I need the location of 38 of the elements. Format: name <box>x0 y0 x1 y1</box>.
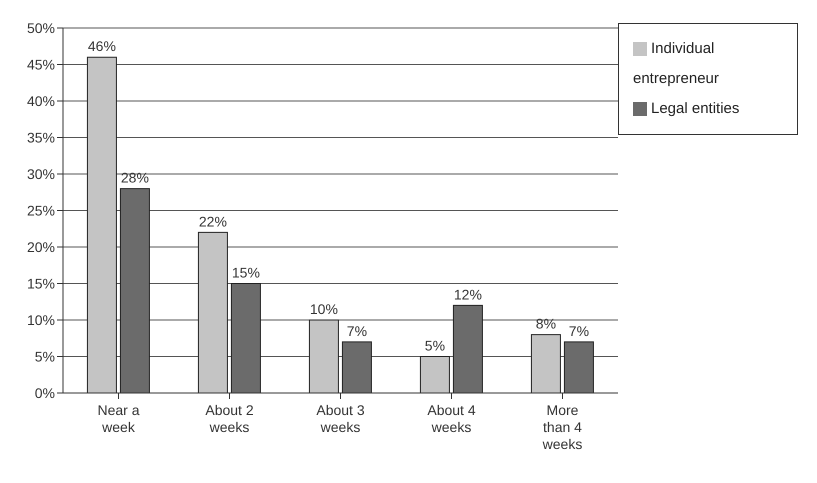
legend-label: Individual entrepreneur <box>633 40 719 87</box>
y-tick-label: 25% <box>26 202 55 218</box>
x-tick-label: About 2 weeks <box>205 402 254 435</box>
y-tick-label: 20% <box>26 238 55 255</box>
y-tick-label: 30% <box>26 166 55 182</box>
data-label: 46% <box>88 38 116 54</box>
legend-label: Legal entities <box>651 100 740 117</box>
data-label: 22% <box>198 213 227 230</box>
bar <box>86 56 117 393</box>
bar <box>308 320 339 393</box>
bar <box>198 232 228 393</box>
y-tick-label: 45% <box>26 56 55 72</box>
y-tick-label: 10% <box>26 312 55 328</box>
y-tick-label: 0% <box>34 384 55 401</box>
data-label: 8% <box>536 316 556 332</box>
bar <box>452 304 483 393</box>
data-label: 28% <box>120 170 149 186</box>
bar <box>530 334 561 393</box>
y-tick-label: 40% <box>26 92 55 109</box>
data-label: 7% <box>346 322 368 339</box>
x-tick-label: Near a week <box>97 402 140 435</box>
x-tick-label: About 3 weeks <box>316 402 365 435</box>
bar <box>230 283 261 393</box>
bar <box>120 188 150 393</box>
y-tick-label: 15% <box>26 275 55 292</box>
x-tick-label: About 4 weeks <box>427 402 476 435</box>
y-tick-label: 35% <box>26 129 55 146</box>
data-label: 10% <box>310 301 338 317</box>
data-label: 15% <box>232 264 260 280</box>
bar <box>342 341 372 393</box>
y-tick-label: 5% <box>34 348 55 364</box>
bar <box>420 356 450 393</box>
bar <box>564 341 594 393</box>
data-label: 5% <box>424 338 446 354</box>
y-tick-label: 50% <box>26 20 55 36</box>
x-tick-label: More than 4 weeks <box>542 402 582 452</box>
data-label: 12% <box>454 286 482 302</box>
data-label: 7% <box>568 322 590 339</box>
